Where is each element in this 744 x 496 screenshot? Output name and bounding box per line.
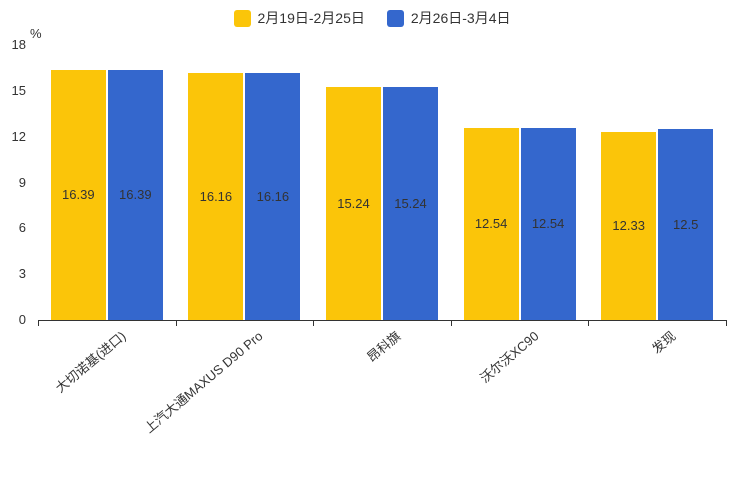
y-tick-label: 12 xyxy=(11,128,26,144)
bar-series-2 xyxy=(520,128,576,320)
y-axis: 0 3 6 9 12 15 18 xyxy=(0,38,30,327)
bar-value-label: 16.16 xyxy=(199,188,233,204)
y-tick-label: 9 xyxy=(18,174,26,190)
y-tick-label: 0 xyxy=(18,312,26,327)
bar-value-label: 12.54 xyxy=(531,216,565,232)
y-axis-unit: % xyxy=(30,26,42,41)
bar-value-label: 16.16 xyxy=(256,188,290,204)
bar-series-1 xyxy=(601,131,657,320)
bar-series-2 xyxy=(383,87,438,320)
x-axis-category-label: 上汽大通MAXUS D90 Pro xyxy=(141,328,266,436)
bar-value-label: 15.24 xyxy=(337,195,370,211)
x-axis-tick xyxy=(38,320,39,326)
x-axis-tick xyxy=(450,320,452,326)
bar-series-1 xyxy=(188,73,244,320)
bar-value-label: 16.39 xyxy=(62,186,95,202)
x-axis-tick xyxy=(588,320,590,326)
bar-series-1 xyxy=(50,69,106,320)
bar-value-label: 12.33 xyxy=(612,217,645,233)
x-axis-category-label: 发现 xyxy=(649,328,679,357)
bar-series-1 xyxy=(326,87,381,320)
legend-swatch-icon xyxy=(233,9,251,27)
bar-series-2 xyxy=(658,129,714,320)
bar-series-1 xyxy=(463,128,519,320)
bar-value-label: 12.54 xyxy=(474,216,508,232)
legend: 2月19日-2月25日 2月26日-3月4日 xyxy=(0,8,744,28)
bar-value-label: 12.5 xyxy=(673,216,699,232)
x-axis-category-label: 昂科旗 xyxy=(364,328,404,365)
plot-area: 16.39 16.39 16.16 16.16 15.24 15.24 12.54 12.54… xyxy=(38,45,726,320)
legend-swatch-icon xyxy=(386,9,404,27)
x-axis-category-label: 大切诺基(进口) xyxy=(52,328,129,396)
x-axis-category-label: 沃尔沃XC90 xyxy=(476,328,542,386)
y-tick-label: 3 xyxy=(18,266,26,282)
x-axis-tick xyxy=(726,320,727,326)
legend-item[interactable]: 2月19日-2月25日 xyxy=(233,8,365,28)
bar-series-2 xyxy=(245,73,301,320)
y-tick-label: 15 xyxy=(11,82,26,98)
x-axis-tick xyxy=(175,320,177,326)
x-axis-tick xyxy=(313,320,315,326)
y-tick-label: 18 xyxy=(11,37,26,52)
legend-label: 2月19日-2月25日 xyxy=(257,10,365,26)
x-axis-line xyxy=(38,320,727,326)
legend-label: 2月26日-3月4日 xyxy=(410,10,511,26)
bar-value-label: 15.24 xyxy=(394,195,427,211)
bar-value-label: 16.39 xyxy=(119,186,152,202)
bar-series-2 xyxy=(107,69,163,320)
x-axis-labels: 大切诺基(进口) 上汽大通MAXUS D90 Pro 昂科旗 沃尔沃XC90 发现 xyxy=(38,326,726,476)
y-tick-label: 6 xyxy=(18,220,26,236)
legend-item[interactable]: 2月26日-3月4日 xyxy=(386,8,511,28)
